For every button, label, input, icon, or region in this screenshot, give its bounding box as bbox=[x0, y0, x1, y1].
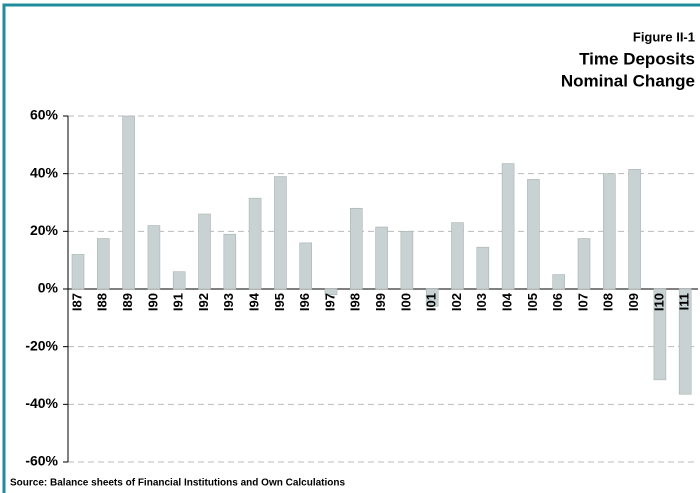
bar bbox=[602, 173, 616, 290]
x-tick-label: I09 bbox=[626, 293, 641, 311]
x-tick-label: I95 bbox=[272, 293, 287, 311]
figure-label: Figure II-1 bbox=[633, 29, 695, 44]
bar bbox=[577, 238, 591, 290]
bar bbox=[375, 226, 388, 290]
bar bbox=[476, 246, 490, 290]
x-tick-label: I90 bbox=[145, 293, 160, 311]
bar bbox=[122, 115, 135, 290]
bar bbox=[349, 207, 363, 290]
x-tick-label: I88 bbox=[95, 293, 110, 311]
y-tick-label: 20% bbox=[30, 222, 59, 238]
x-tick-label: I93 bbox=[221, 293, 236, 311]
x-tick-label: I87 bbox=[69, 293, 84, 311]
x-tick-label: I92 bbox=[196, 293, 211, 311]
bar bbox=[501, 163, 515, 290]
bar bbox=[628, 169, 641, 290]
bar bbox=[172, 271, 186, 290]
bar bbox=[552, 274, 566, 290]
x-tick-label: I04 bbox=[500, 292, 515, 311]
x-tick-label: I06 bbox=[550, 293, 565, 311]
bar bbox=[97, 238, 110, 290]
chart-subtitle: Nominal Change bbox=[561, 71, 695, 90]
x-tick-label: I89 bbox=[120, 293, 135, 311]
y-tick-label: -40% bbox=[25, 395, 58, 411]
y-tick-label: -20% bbox=[25, 337, 58, 353]
x-tick-label: I01 bbox=[424, 293, 439, 311]
x-tick-label: I99 bbox=[373, 293, 388, 311]
bar bbox=[147, 225, 161, 290]
y-tick-label: 40% bbox=[30, 164, 59, 180]
bar bbox=[527, 179, 540, 290]
x-tick-label: I11 bbox=[677, 293, 692, 310]
bar bbox=[299, 242, 313, 290]
bar bbox=[678, 288, 692, 395]
bar bbox=[400, 231, 414, 290]
bar bbox=[425, 288, 439, 307]
x-tick-label: I08 bbox=[601, 293, 616, 311]
frame bbox=[2, 3, 700, 493]
x-tick-label: I98 bbox=[348, 293, 363, 311]
y-tick-label: 0% bbox=[38, 280, 59, 296]
bar bbox=[223, 233, 237, 290]
x-tick-label: I94 bbox=[247, 292, 262, 311]
bar bbox=[71, 254, 85, 290]
x-tick-label: I96 bbox=[297, 293, 312, 311]
source-note: Source: Balance sheets of Financial Inst… bbox=[10, 478, 346, 489]
x-tick-label: I02 bbox=[449, 293, 464, 311]
bar bbox=[198, 213, 211, 290]
x-tick-label: I03 bbox=[474, 293, 489, 311]
bar bbox=[324, 288, 338, 296]
bar bbox=[451, 222, 464, 290]
bar bbox=[248, 197, 262, 290]
x-tick-label: I07 bbox=[575, 293, 590, 311]
bar bbox=[274, 176, 287, 290]
x-tick-label: I97 bbox=[322, 293, 337, 311]
x-tick-label: I10 bbox=[651, 293, 666, 311]
x-tick-label: I05 bbox=[525, 293, 540, 311]
y-tick-label: -60% bbox=[25, 453, 58, 469]
chart-title: Time Deposits bbox=[579, 49, 695, 68]
x-tick-label: I00 bbox=[398, 293, 413, 311]
bar bbox=[653, 288, 667, 381]
x-tick-label: I91 bbox=[171, 293, 186, 311]
y-tick-label: 60% bbox=[30, 107, 59, 123]
